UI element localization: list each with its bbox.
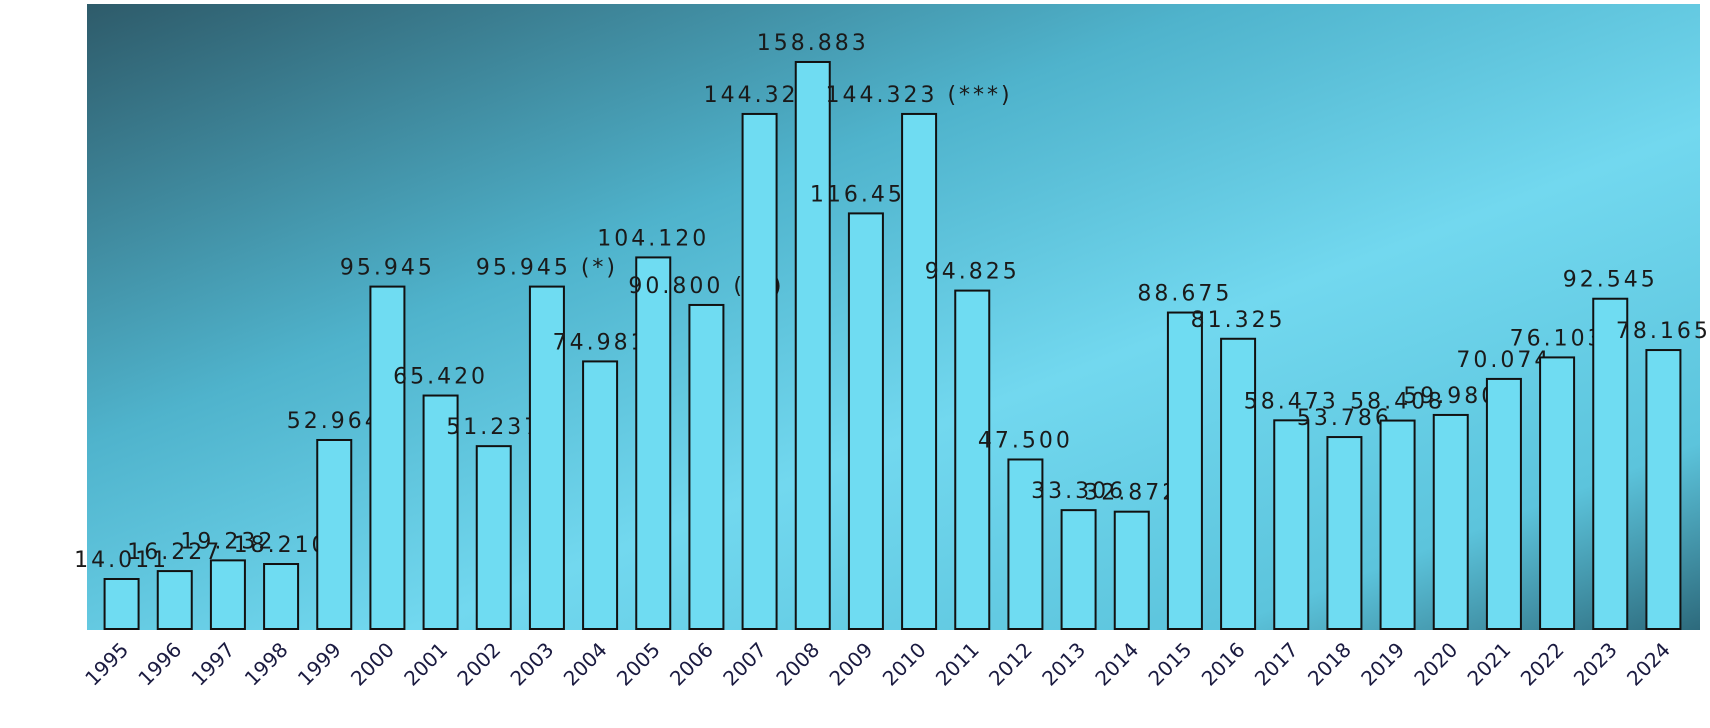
bar (1432, 413, 1469, 630)
bar (1379, 419, 1416, 630)
value-label: 53.786 (1297, 406, 1392, 431)
x-tick-label: 2023 (1569, 638, 1622, 691)
x-tick-label: 2021 (1462, 638, 1515, 691)
bar (422, 394, 459, 630)
value-label: 76.103 (1510, 326, 1605, 351)
bar (741, 112, 778, 631)
value-label: 81.325 (1191, 308, 1286, 333)
value-label: 47.500 (978, 428, 1073, 453)
value-label: 32.872 (1084, 481, 1179, 506)
x-tick-label: 2008 (771, 638, 824, 691)
x-tick-label: 2007 (718, 638, 771, 691)
bar (901, 112, 938, 631)
value-label: 70.074 (1456, 348, 1551, 373)
value-label: 51.237 (446, 415, 541, 440)
bar (688, 303, 725, 630)
bar (1645, 349, 1682, 630)
value-label: 52.964 (287, 409, 382, 434)
x-tick-label: 2004 (559, 638, 612, 691)
x-tick-label: 2016 (1197, 638, 1250, 691)
x-tick-label: 2017 (1250, 638, 1303, 691)
value-label: 58.473 (1244, 389, 1339, 414)
value-label: 88.675 (1137, 282, 1232, 307)
x-tick-label: 2020 (1409, 638, 1462, 691)
x-tick-label: 1999 (293, 638, 346, 691)
bar (528, 285, 565, 630)
bar (475, 445, 512, 630)
x-tick-label: 2002 (452, 638, 505, 691)
value-label: 144.323 (***) (826, 83, 1013, 108)
value-label: 65.420 (393, 365, 488, 390)
bar (847, 212, 884, 631)
bar (635, 256, 672, 630)
bar (1060, 509, 1097, 631)
value-label: 92.545 (1563, 268, 1658, 293)
x-tick-label: 2024 (1622, 638, 1675, 691)
value-label: 95.945 (*) (476, 256, 618, 281)
bar (1113, 510, 1150, 630)
x-tick-label: 2013 (1037, 638, 1090, 691)
value-label: 78.165 (1616, 319, 1710, 344)
x-tick-label: 2015 (1143, 638, 1196, 691)
value-label: 158.883 (757, 31, 869, 56)
value-label: 144.323 (704, 83, 816, 108)
bar (316, 438, 353, 630)
x-tick-label: 2012 (984, 638, 1037, 691)
bar (1592, 297, 1629, 630)
bar (156, 570, 193, 631)
value-label: 14.011 (74, 548, 169, 573)
value-label: 18.210 (234, 533, 329, 558)
x-tick-label: 2009 (824, 638, 877, 691)
x-tick-label: 2014 (1090, 638, 1143, 691)
value-label: 74.981 (553, 330, 648, 355)
value-label: 16.227 (127, 540, 222, 565)
bar (794, 60, 831, 631)
x-tick-label: 2006 (665, 638, 718, 691)
value-label: 59.980 (1403, 384, 1498, 409)
x-tick-label: 2005 (612, 638, 665, 691)
value-label: 116.457 (810, 182, 922, 207)
x-tick-label: 2003 (505, 638, 558, 691)
bar (1273, 419, 1310, 631)
x-tick-label: 2022 (1516, 638, 1569, 691)
bar (582, 360, 619, 630)
bar (209, 559, 246, 630)
value-label: 94.825 (925, 260, 1020, 285)
bar (1485, 377, 1522, 630)
x-tick-label: 2000 (346, 638, 399, 691)
x-tick-label: 1997 (186, 638, 239, 691)
bar (1539, 356, 1576, 630)
bar (103, 577, 140, 630)
value-label: 104.120 (597, 226, 709, 251)
value-label: 33.306 (1031, 479, 1126, 504)
value-label: 95.945 (340, 256, 435, 281)
x-tick-label: 2019 (1356, 638, 1409, 691)
bar (263, 563, 300, 630)
plot-background (87, 4, 1700, 630)
x-tick-label: 2010 (878, 638, 931, 691)
x-tick-label: 2011 (931, 638, 984, 691)
bar (369, 285, 406, 630)
x-tick-label: 2018 (1303, 638, 1356, 691)
bar (1326, 436, 1363, 630)
x-tick-label: 1995 (80, 638, 133, 691)
value-label: 19.232 (180, 529, 275, 554)
bar (1007, 458, 1044, 630)
bar (1220, 337, 1257, 630)
x-tick-label: 1998 (240, 638, 293, 691)
value-label: 58.408 (1350, 390, 1445, 415)
bar (954, 289, 991, 630)
bar (1166, 311, 1203, 630)
x-tick-label: 2001 (399, 638, 452, 691)
x-tick-label: 1996 (133, 638, 186, 691)
